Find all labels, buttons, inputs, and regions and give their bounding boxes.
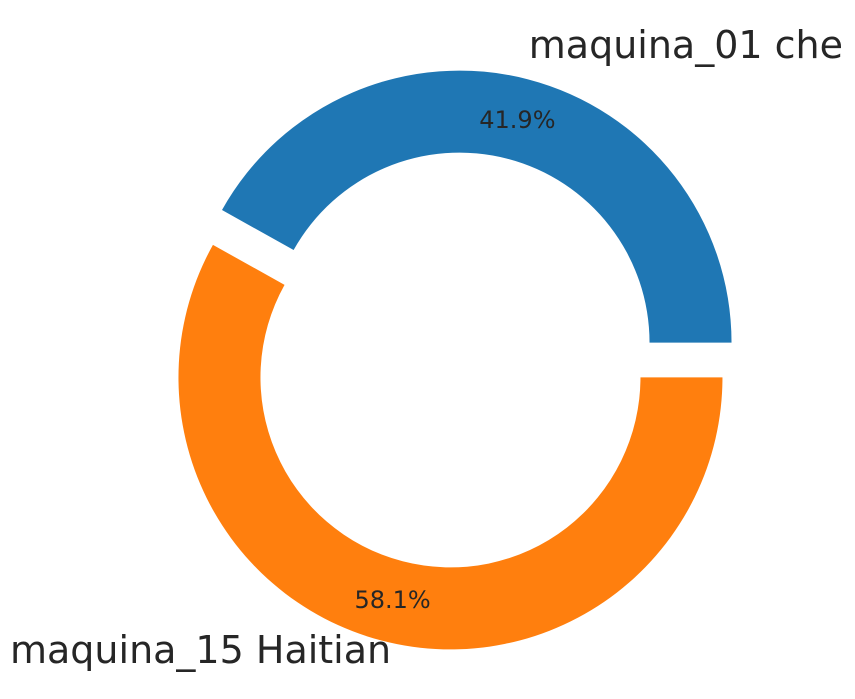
donut-slice-1: [222, 70, 732, 343]
labels-layer: 41.9% maquina_01 che 58.1% maquina_15 Haiti…: [10, 23, 843, 672]
slice-pct-label-1: 41.9%: [479, 106, 555, 134]
donut-slice-2: [178, 244, 723, 650]
slice-pct-label-2: 58.1%: [354, 586, 430, 614]
slices-layer: [178, 70, 732, 650]
slice-category-label-1: maquina_01 che: [529, 23, 843, 67]
slice-category-label-2: maquina_15 Haitian: [10, 628, 391, 672]
